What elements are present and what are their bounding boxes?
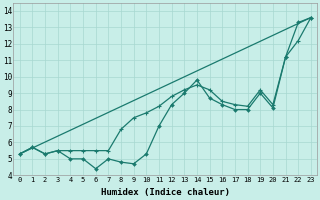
X-axis label: Humidex (Indice chaleur): Humidex (Indice chaleur) [101, 188, 230, 197]
